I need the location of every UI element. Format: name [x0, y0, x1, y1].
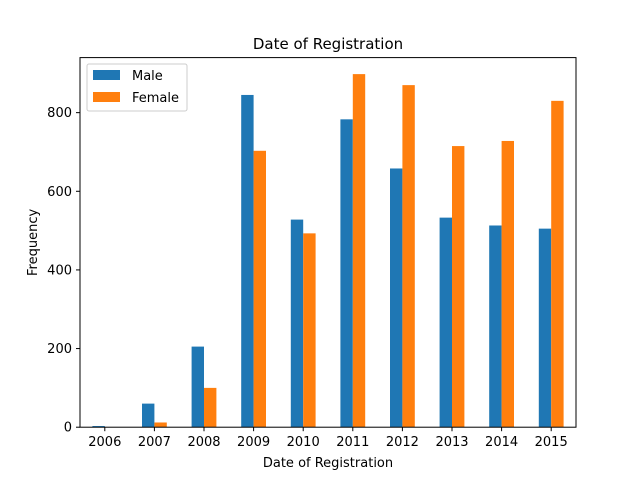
- bar-male-2012: [390, 168, 403, 428]
- x-tick-label: 2010: [287, 435, 320, 450]
- bar-female-2010: [303, 233, 316, 428]
- y-axis: 0 200 400 600 800: [47, 106, 80, 436]
- bar-male-2006: [92, 426, 105, 428]
- x-tick-label: 2015: [535, 435, 568, 450]
- bar-male-2011: [340, 119, 353, 428]
- bar-female-2007: [154, 422, 167, 428]
- chart-title: Date of Registration: [253, 35, 403, 53]
- bar-male-2009: [241, 94, 254, 428]
- legend: Male Female: [86, 63, 188, 112]
- bar-female-2012: [402, 85, 415, 428]
- y-axis-label: Frequency: [26, 209, 41, 276]
- x-axis-label: Date of Registration: [263, 456, 393, 471]
- x-tick-label: 2012: [386, 435, 419, 450]
- y-tick-label: 600: [47, 185, 72, 200]
- y-tick-label: 800: [47, 106, 72, 121]
- bars-layer: [92, 74, 564, 428]
- y-tick-label: 200: [47, 342, 72, 357]
- bar-male-2013: [439, 217, 452, 428]
- bar-female-2013: [452, 146, 465, 428]
- legend-label-male: Male: [132, 69, 163, 84]
- bar-male-2015: [538, 228, 552, 428]
- x-tick-label: 2011: [336, 435, 369, 450]
- x-tick-label: 2013: [435, 435, 468, 450]
- y-tick-label: 0: [64, 421, 72, 436]
- bar-male-2010: [290, 219, 304, 428]
- y-tick-label: 400: [47, 263, 72, 278]
- bar-male-2014: [489, 225, 502, 428]
- x-tick-label: 2007: [138, 435, 171, 450]
- x-tick-label: 2014: [485, 435, 518, 450]
- bar-female-2009: [253, 150, 266, 428]
- bar-male-2007: [142, 403, 155, 428]
- x-axis: 2006 2007 2008 2009 2010 2011 2012 2013 2014 2015: [88, 427, 568, 450]
- x-tick-label: 2009: [237, 435, 270, 450]
- plot-frame: [79, 57, 577, 428]
- legend-label-female: Female: [132, 91, 179, 106]
- bar-female-2015: [551, 100, 564, 428]
- legend-swatch-female: [93, 92, 120, 102]
- bar-male-2008: [191, 346, 204, 428]
- bar-female-2008: [204, 387, 217, 428]
- legend-swatch-male: [93, 70, 120, 80]
- bar-female-2011: [352, 74, 366, 428]
- x-tick-label: 2008: [187, 435, 220, 450]
- x-tick-label: 2006: [88, 435, 121, 450]
- bar-female-2014: [501, 140, 514, 428]
